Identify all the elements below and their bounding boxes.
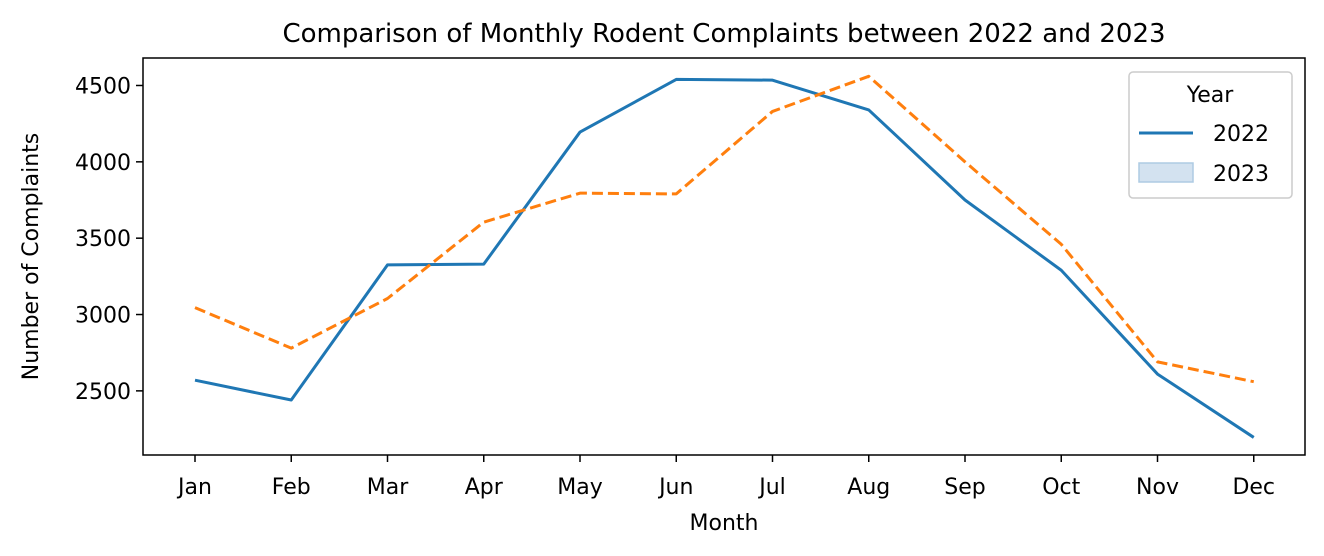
- y-tick-label: 4000: [75, 151, 131, 176]
- x-tick-label: Nov: [1136, 475, 1179, 500]
- series-lines: [194, 74, 1255, 439]
- y-tick-label: 3000: [75, 304, 131, 329]
- legend-title: Year: [1186, 83, 1235, 108]
- x-tick-label: Dec: [1232, 475, 1275, 500]
- series-line-2023: [194, 74, 1255, 384]
- x-tick-label: Mar: [367, 475, 409, 500]
- x-tick-label: Sep: [944, 475, 985, 500]
- x-axis: Jan Feb Mar Apr May Jun Jul Aug Sep Oct Nov Dec: [176, 455, 1275, 500]
- plot-area-frame: [142, 57, 1306, 456]
- series-line-2022: [194, 77, 1255, 439]
- y-axis-label: Number of Complaints: [19, 133, 44, 381]
- chart-title: Comparison of Monthly Rodent Complaints …: [282, 19, 1165, 49]
- y-axis: 2500 3000 3500 4000 4500: [75, 74, 143, 405]
- x-tick-label: Aug: [847, 475, 890, 500]
- legend-marker-2023: [1138, 162, 1194, 183]
- x-axis-label: Month: [690, 511, 759, 536]
- x-tick-label: May: [557, 475, 602, 500]
- y-tick-label: 2500: [75, 380, 131, 405]
- x-tick-label: Apr: [465, 475, 504, 500]
- legend-label-2022: 2022: [1213, 122, 1269, 147]
- x-tick-label: Feb: [272, 475, 311, 500]
- y-tick-label: 4500: [75, 74, 131, 99]
- y-tick-label: 3500: [75, 227, 131, 252]
- x-tick-label: Jan: [176, 475, 212, 500]
- x-tick-label: Jun: [657, 475, 693, 500]
- legend: Year 2022 2023: [1128, 71, 1293, 199]
- x-tick-label: Oct: [1042, 475, 1080, 500]
- legend-label-2023: 2023: [1213, 162, 1269, 187]
- x-tick-label: Jul: [757, 475, 786, 500]
